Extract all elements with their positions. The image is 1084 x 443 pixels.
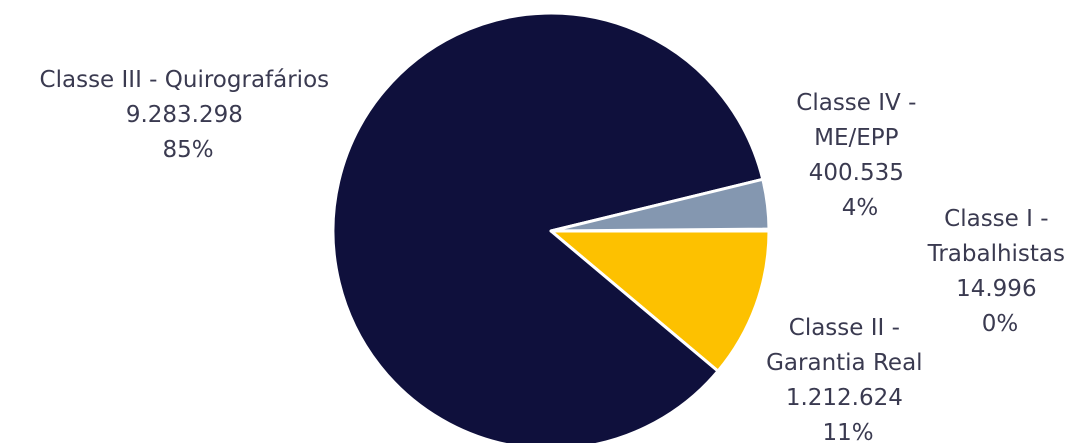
slice-label-classe-iii: Classe III - Quirografários 9.283.298 85… [40, 67, 337, 163]
slice-label-classe-ii: Classe II - Garantia Real 1.212.624 11% [766, 315, 930, 443]
slice-value-classe-i: 14.996 [956, 276, 1036, 302]
pie-slices [331, 11, 771, 443]
slice-value-classe-iv: 400.535 [809, 160, 904, 186]
slice-label-classe-i: Classe I - Trabalhistas 14.996 0% [927, 206, 1073, 337]
slice-percent-classe-ii: 11% [822, 420, 873, 443]
pie-slice-classe-ii [549, 229, 771, 373]
pie-labels: Classe I - Trabalhistas 14.996 0% Classe… [40, 67, 1073, 443]
slice-percent-classe-i: 0% [982, 311, 1019, 337]
pie-slice-classe-iii [331, 11, 765, 443]
slice-label-classe-iv: Classe IV - ME/EPP 400.535 4% [796, 90, 923, 221]
slice-percent-classe-iii: 85% [162, 137, 213, 163]
pie-slice-classe-iv [549, 177, 771, 233]
slice-percent-classe-iv: 4% [842, 195, 879, 221]
slice-value-classe-ii: 1.212.624 [786, 385, 903, 411]
slice-value-classe-iii: 9.283.298 [126, 102, 243, 128]
